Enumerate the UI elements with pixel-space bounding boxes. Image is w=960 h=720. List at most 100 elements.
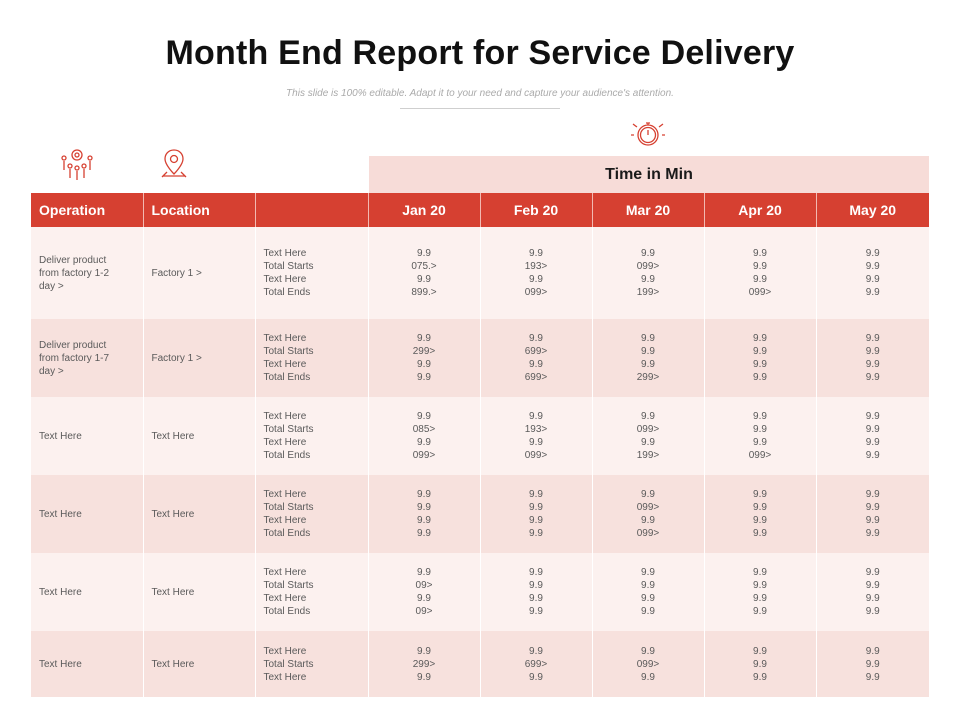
metric-value: 9.9 — [641, 437, 655, 448]
metric-value: 9.9 — [417, 372, 431, 383]
metric-value: 9.9 — [865, 502, 880, 513]
metric-value: 9.9 — [641, 248, 655, 259]
month-values-cell: 9.9 9.9 9.9 9.9 — [816, 475, 929, 553]
metric-value: 9.9 — [641, 671, 655, 683]
table-row: Text Here Text Here Text Here Total Starts T… — [31, 631, 929, 697]
people-network-icon — [58, 146, 96, 182]
header-month: Mar 20 — [592, 193, 705, 227]
metric-value: 9.9 — [641, 593, 655, 604]
metric-value: 9.9 — [753, 359, 767, 370]
metric-value: 9.9 — [529, 502, 543, 513]
metric-label: Text Here — [263, 645, 307, 657]
metric-value: 9.9 — [865, 346, 880, 357]
metric-value: 9.9 — [865, 261, 880, 272]
location-cell: Factory 1 > — [143, 319, 256, 397]
metric-value: 9.9 — [417, 502, 431, 513]
metric-value: 9.9 — [529, 515, 543, 526]
metric-value: 9.9 — [753, 261, 767, 272]
month-values-cell: 9.9 9.9 9.9 9.9 — [816, 397, 929, 475]
metric-labels-cell: Text Here Total Starts Text Here Total Ends — [255, 553, 369, 631]
page-title: Month End Report for Service Delivery — [165, 34, 795, 72]
metric-value: 09> — [415, 606, 433, 617]
metric-value: 9.9 — [753, 567, 767, 578]
metric-value: 9.9 — [529, 606, 543, 617]
metric-value: 09> — [415, 580, 433, 591]
metric-label: Text Here — [263, 671, 307, 683]
metric-label: Text Here — [263, 515, 307, 526]
metric-value: 9.9 — [529, 528, 543, 539]
month-values-cell: 9.9 9.9 9.9 9.9 — [480, 553, 593, 631]
metric-label: Text Here — [263, 567, 307, 578]
location-cell: Text Here — [143, 475, 256, 553]
month-values-cell: 9.9 9.9 9.9 099> — [704, 397, 817, 475]
table-row: Deliver product from factory 1-2 day > Fa… — [31, 227, 929, 319]
location-pin-icon — [160, 148, 188, 180]
operation-cell: Text Here — [31, 631, 144, 697]
metric-value: 099> — [636, 658, 660, 670]
metric-value: 9.9 — [641, 274, 655, 285]
metric-value: 9.9 — [865, 372, 880, 383]
metric-value: 9.9 — [529, 411, 543, 422]
metric-value: 9.9 — [417, 274, 431, 285]
month-values-cell: 9.9 075.> 9.9 899.> — [368, 227, 481, 319]
metric-value: 9.9 — [641, 333, 655, 344]
header-month: Apr 20 — [704, 193, 817, 227]
metric-value: 9.9 — [865, 489, 880, 500]
metric-value: 9.9 — [417, 593, 431, 604]
header-operation: Operation — [31, 193, 144, 227]
metric-value: 9.9 — [641, 489, 655, 500]
metric-value: 9.9 — [865, 658, 880, 670]
metric-value: 099> — [636, 528, 660, 539]
metric-label: Total Ends — [263, 372, 311, 383]
month-values-cell: 9.9 699> 9.9 — [480, 631, 593, 697]
metric-label: Total Starts — [263, 346, 314, 357]
metric-label: Total Starts — [263, 261, 314, 272]
metric-value: 9.9 — [865, 671, 880, 683]
metric-value: 099> — [748, 287, 772, 298]
metric-value: 193> — [524, 424, 548, 435]
metric-value: 9.9 — [865, 606, 880, 617]
month-values-cell: 9.9 099> 9.9 199> — [592, 227, 705, 319]
report-table: Operation Location Jan 20 Feb 20 Mar 20 … — [31, 193, 929, 697]
metric-value: 9.9 — [641, 346, 655, 357]
metric-value: 9.9 — [417, 411, 431, 422]
month-values-cell: 9.9 9.9 9.9 — [816, 631, 929, 697]
metric-value: 9.9 — [417, 515, 431, 526]
metric-value: 9.9 — [865, 248, 880, 259]
metric-value: 9.9 — [753, 645, 767, 657]
metric-label: Total Ends — [263, 528, 311, 539]
metric-label: Text Here — [263, 593, 307, 604]
month-values-cell: 9.9 9.9 9.9 9.9 — [816, 553, 929, 631]
metric-value: 9.9 — [753, 580, 767, 591]
subtitle-divider — [400, 108, 560, 109]
metric-label: Text Here — [263, 411, 307, 422]
month-values-cell: 9.9 193> 9.9 099> — [480, 397, 593, 475]
metric-value: 9.9 — [641, 411, 655, 422]
metric-value: 9.9 — [865, 411, 880, 422]
metric-value: 9.9 — [865, 528, 880, 539]
metric-value: 9.9 — [641, 567, 655, 578]
operation-cell: Text Here — [31, 397, 144, 475]
metric-value: 199> — [636, 450, 660, 461]
metric-value: 099> — [748, 450, 772, 461]
operation-cell: Text Here — [31, 553, 144, 631]
metric-value: 9.9 — [865, 424, 880, 435]
metric-value: 9.9 — [865, 450, 880, 461]
month-values-cell: 9.9 9.9 9.9 — [704, 631, 817, 697]
metric-value: 199> — [636, 287, 660, 298]
metric-value: 9.9 — [865, 567, 880, 578]
metric-value: 9.9 — [641, 515, 655, 526]
metric-labels-cell: Text Here Total Starts Text Here Total Ends — [255, 397, 369, 475]
operation-cell: Text Here — [31, 475, 144, 553]
metric-value: 9.9 — [529, 489, 543, 500]
table-row: Deliver product from factory 1-7 day > Fa… — [31, 319, 929, 397]
header-month: May 20 — [816, 193, 929, 227]
metric-value: 9.9 — [641, 580, 655, 591]
month-values-cell: 9.9 9.9 9.9 9.9 — [480, 475, 593, 553]
metric-value: 299> — [636, 372, 660, 383]
metric-value: 9.9 — [529, 359, 543, 370]
metric-value: 9.9 — [417, 671, 431, 683]
metric-labels-cell: Text Here Total Starts Text Here — [255, 631, 369, 697]
metric-value: 085> — [412, 424, 436, 435]
metric-value: 9.9 — [753, 528, 767, 539]
